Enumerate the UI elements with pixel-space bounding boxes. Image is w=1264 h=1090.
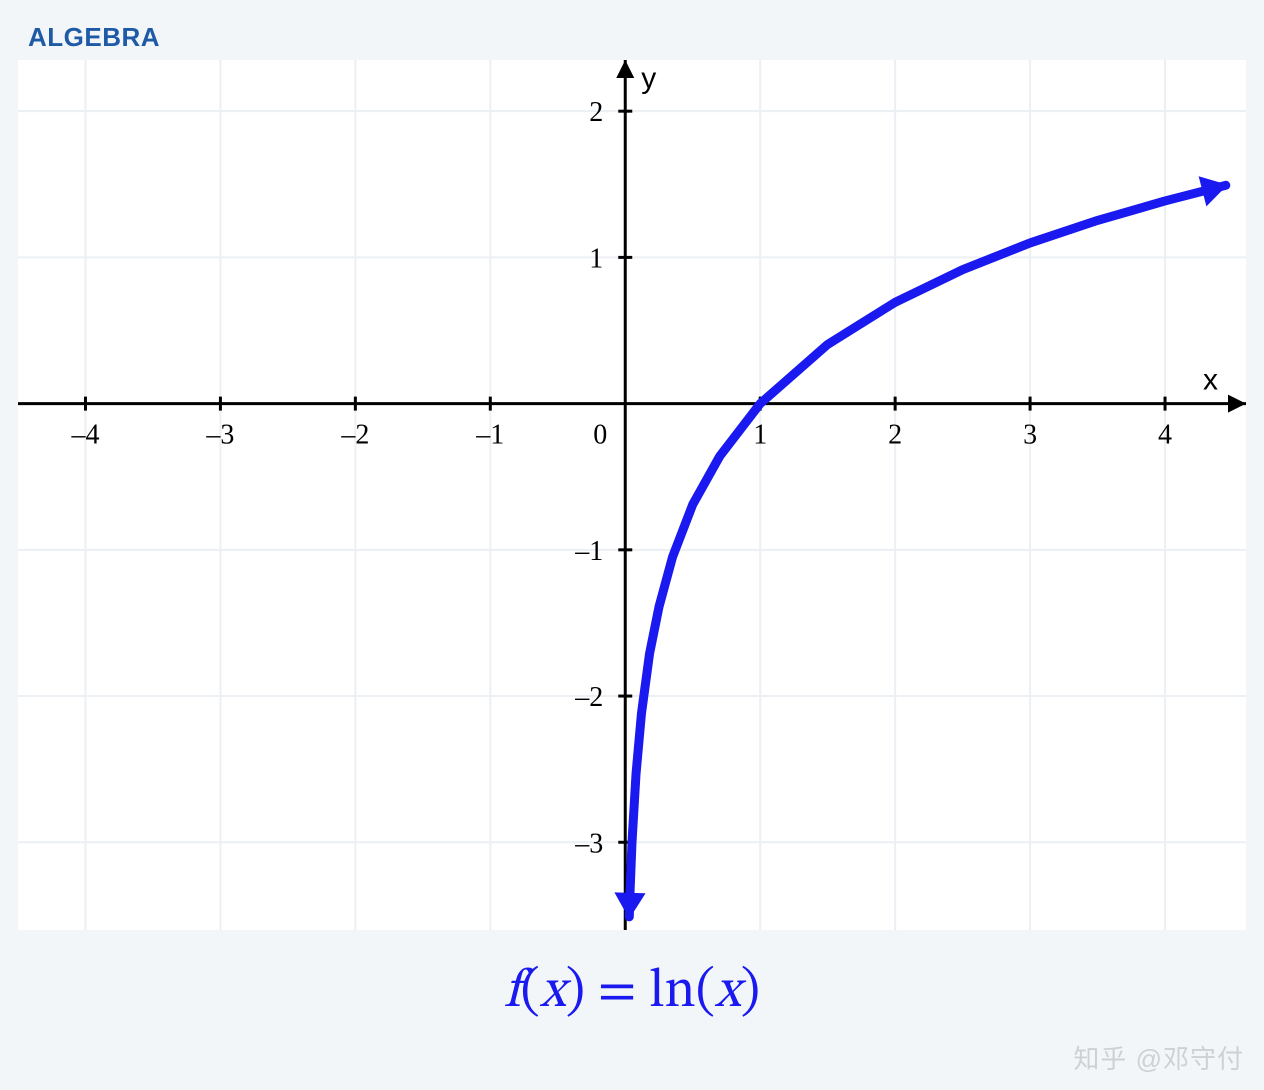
y-tick-label: –1 [574, 536, 603, 567]
chart-svg: –4 –3 –2 –1 0 1 2 3 4 –3 –2 –1 1 2 x y [0, 60, 1264, 940]
x-tick-label: –3 [205, 420, 234, 451]
y-tick-label: 1 [589, 243, 603, 274]
page-root: ALGEBRA –4 –3 –2 –1 0 1 2 3 4 –3 –2 –1 1 2 x y f(x) = l… [0, 0, 1264, 1090]
x-tick-label: 0 [593, 420, 607, 451]
x-axis-label: x [1203, 364, 1218, 397]
category-label: ALGEBRA [28, 22, 160, 53]
x-tick-label: 4 [1158, 420, 1172, 451]
y-tick-label: –3 [574, 828, 603, 859]
x-tick-label: 1 [753, 420, 767, 451]
y-tick-label: 2 [589, 97, 603, 128]
x-tick-label: 3 [1023, 420, 1037, 451]
watermark-text: 知乎 @邓守付 [1073, 1039, 1244, 1076]
equation-label: f(x) = ln(x) [0, 958, 1264, 1026]
y-tick-label: –2 [574, 682, 603, 713]
x-tick-label: –1 [475, 420, 504, 451]
x-tick-label: 2 [888, 420, 902, 451]
y-axis-label: y [641, 62, 656, 95]
x-tick-label: –2 [340, 420, 369, 451]
chart-container: –4 –3 –2 –1 0 1 2 3 4 –3 –2 –1 1 2 x y [0, 60, 1264, 940]
x-tick-label: –4 [70, 420, 99, 451]
